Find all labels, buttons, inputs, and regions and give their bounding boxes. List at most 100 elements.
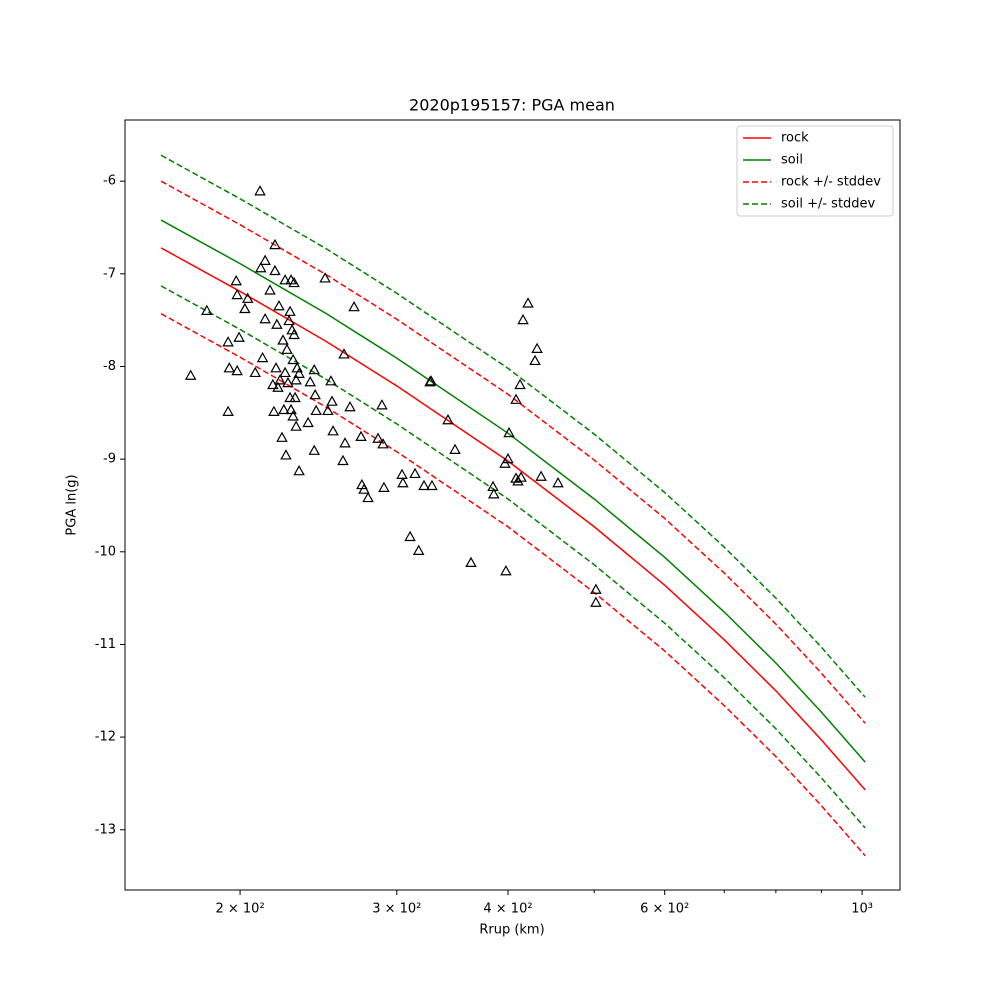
scatter-point: [233, 331, 245, 342]
scatter-point: [514, 378, 526, 390]
legend-label: soil +/- stddev: [781, 197, 876, 212]
scatter-point: [271, 318, 283, 329]
scatter-point: [264, 284, 276, 295]
series-line: [160, 154, 866, 698]
chart-title: 2020p195157: PGA mean: [409, 96, 615, 115]
x-tick-label: 4 × 10²: [483, 902, 532, 917]
scatter-point: [230, 274, 242, 286]
y-tick-label: -6: [103, 174, 116, 189]
y-tick-label: -12: [95, 730, 116, 745]
scatter-point: [201, 304, 213, 315]
scatter-point: [358, 483, 370, 494]
legend-label: rock +/- stddev: [781, 175, 881, 190]
scatter-point: [284, 305, 296, 316]
scatter-point: [412, 544, 425, 555]
scatter-point: [308, 363, 320, 375]
scatter-point: [426, 479, 438, 491]
scatter-point: [409, 467, 421, 479]
series-line: [160, 313, 866, 857]
scatter-point: [327, 425, 339, 436]
scatter-point: [256, 351, 269, 363]
x-tick-label: 2 × 10²: [215, 902, 264, 917]
scatter-point: [302, 416, 314, 428]
legend-box: [736, 125, 894, 217]
scatter-point: [274, 374, 286, 385]
scatter-point: [449, 443, 461, 454]
x-tick-label: 3 × 10²: [372, 902, 421, 917]
scatter-point: [535, 470, 547, 481]
scatter-point: [282, 376, 294, 388]
scatter-point: [503, 426, 515, 438]
scatter-point: [241, 292, 254, 303]
scatter-point: [529, 354, 541, 366]
scatter-point: [362, 491, 374, 503]
scatter-point: [280, 449, 292, 460]
scatter-point: [290, 420, 302, 431]
scatter-point: [522, 297, 534, 308]
scatter-point: [270, 362, 282, 373]
scatter-point: [372, 432, 384, 443]
y-tick-label: -7: [103, 266, 116, 281]
scatter-point: [249, 366, 262, 378]
scatter-point: [239, 302, 251, 314]
x-axis-label: Rrup (km): [479, 923, 544, 938]
scatter-point: [319, 272, 331, 283]
scatter-point: [531, 342, 543, 353]
scatter-point: [322, 404, 334, 416]
y-tick-label: -9: [103, 452, 116, 467]
scatter-point: [325, 375, 337, 386]
scatter-point: [344, 401, 356, 412]
legend-label: soil: [781, 153, 803, 168]
scatter-point: [425, 375, 437, 386]
y-tick-label: -8: [103, 359, 116, 374]
y-tick-label: -11: [95, 637, 116, 652]
scatter-point: [397, 476, 409, 488]
scatter-point: [488, 488, 500, 499]
y-tick-label: -13: [95, 822, 116, 837]
scatter-point: [378, 481, 390, 492]
scatter-point: [289, 391, 301, 403]
y-axis-label: PGA ln(g): [65, 474, 80, 535]
series-line: [160, 219, 866, 763]
scatter-point: [290, 374, 302, 385]
scatter-point: [338, 348, 350, 359]
scatter-point: [254, 262, 267, 273]
scatter-point: [285, 403, 297, 415]
scatter-point: [288, 276, 300, 288]
scatter-point: [500, 565, 512, 576]
scatter-point: [590, 583, 602, 594]
scatter-point: [279, 366, 291, 378]
scatter-point: [276, 431, 288, 442]
scatter-point: [269, 238, 281, 250]
scatter-point: [287, 353, 299, 365]
series-line: [160, 247, 866, 791]
scatter-point: [552, 476, 564, 488]
x-tick-label: 6 × 10²: [640, 902, 689, 917]
scatter-point: [279, 274, 291, 285]
scatter-point: [231, 364, 243, 376]
scatter-point: [259, 254, 271, 265]
scatter-point: [259, 312, 271, 324]
x-tick-label: 10³: [851, 902, 873, 917]
scatter-point: [376, 399, 388, 410]
scatter-point: [288, 328, 300, 340]
scatter-point: [418, 479, 430, 491]
series-line: [160, 285, 866, 829]
scatter-point: [222, 405, 234, 416]
scatter-point: [268, 405, 280, 416]
scatter-point: [309, 388, 321, 400]
scatter-point: [304, 375, 316, 387]
scatter-point: [396, 468, 408, 479]
scatter-point: [515, 471, 527, 482]
scatter-point: [273, 300, 285, 311]
scatter-point: [231, 288, 243, 300]
scatter-point: [339, 437, 351, 448]
scatter-point: [293, 464, 305, 476]
scatter-point: [310, 404, 322, 416]
scatter-point: [337, 454, 349, 466]
scatter-point: [404, 530, 416, 542]
scatter-point: [278, 403, 290, 415]
scatter-point: [355, 430, 367, 441]
scatter-point: [442, 413, 454, 425]
